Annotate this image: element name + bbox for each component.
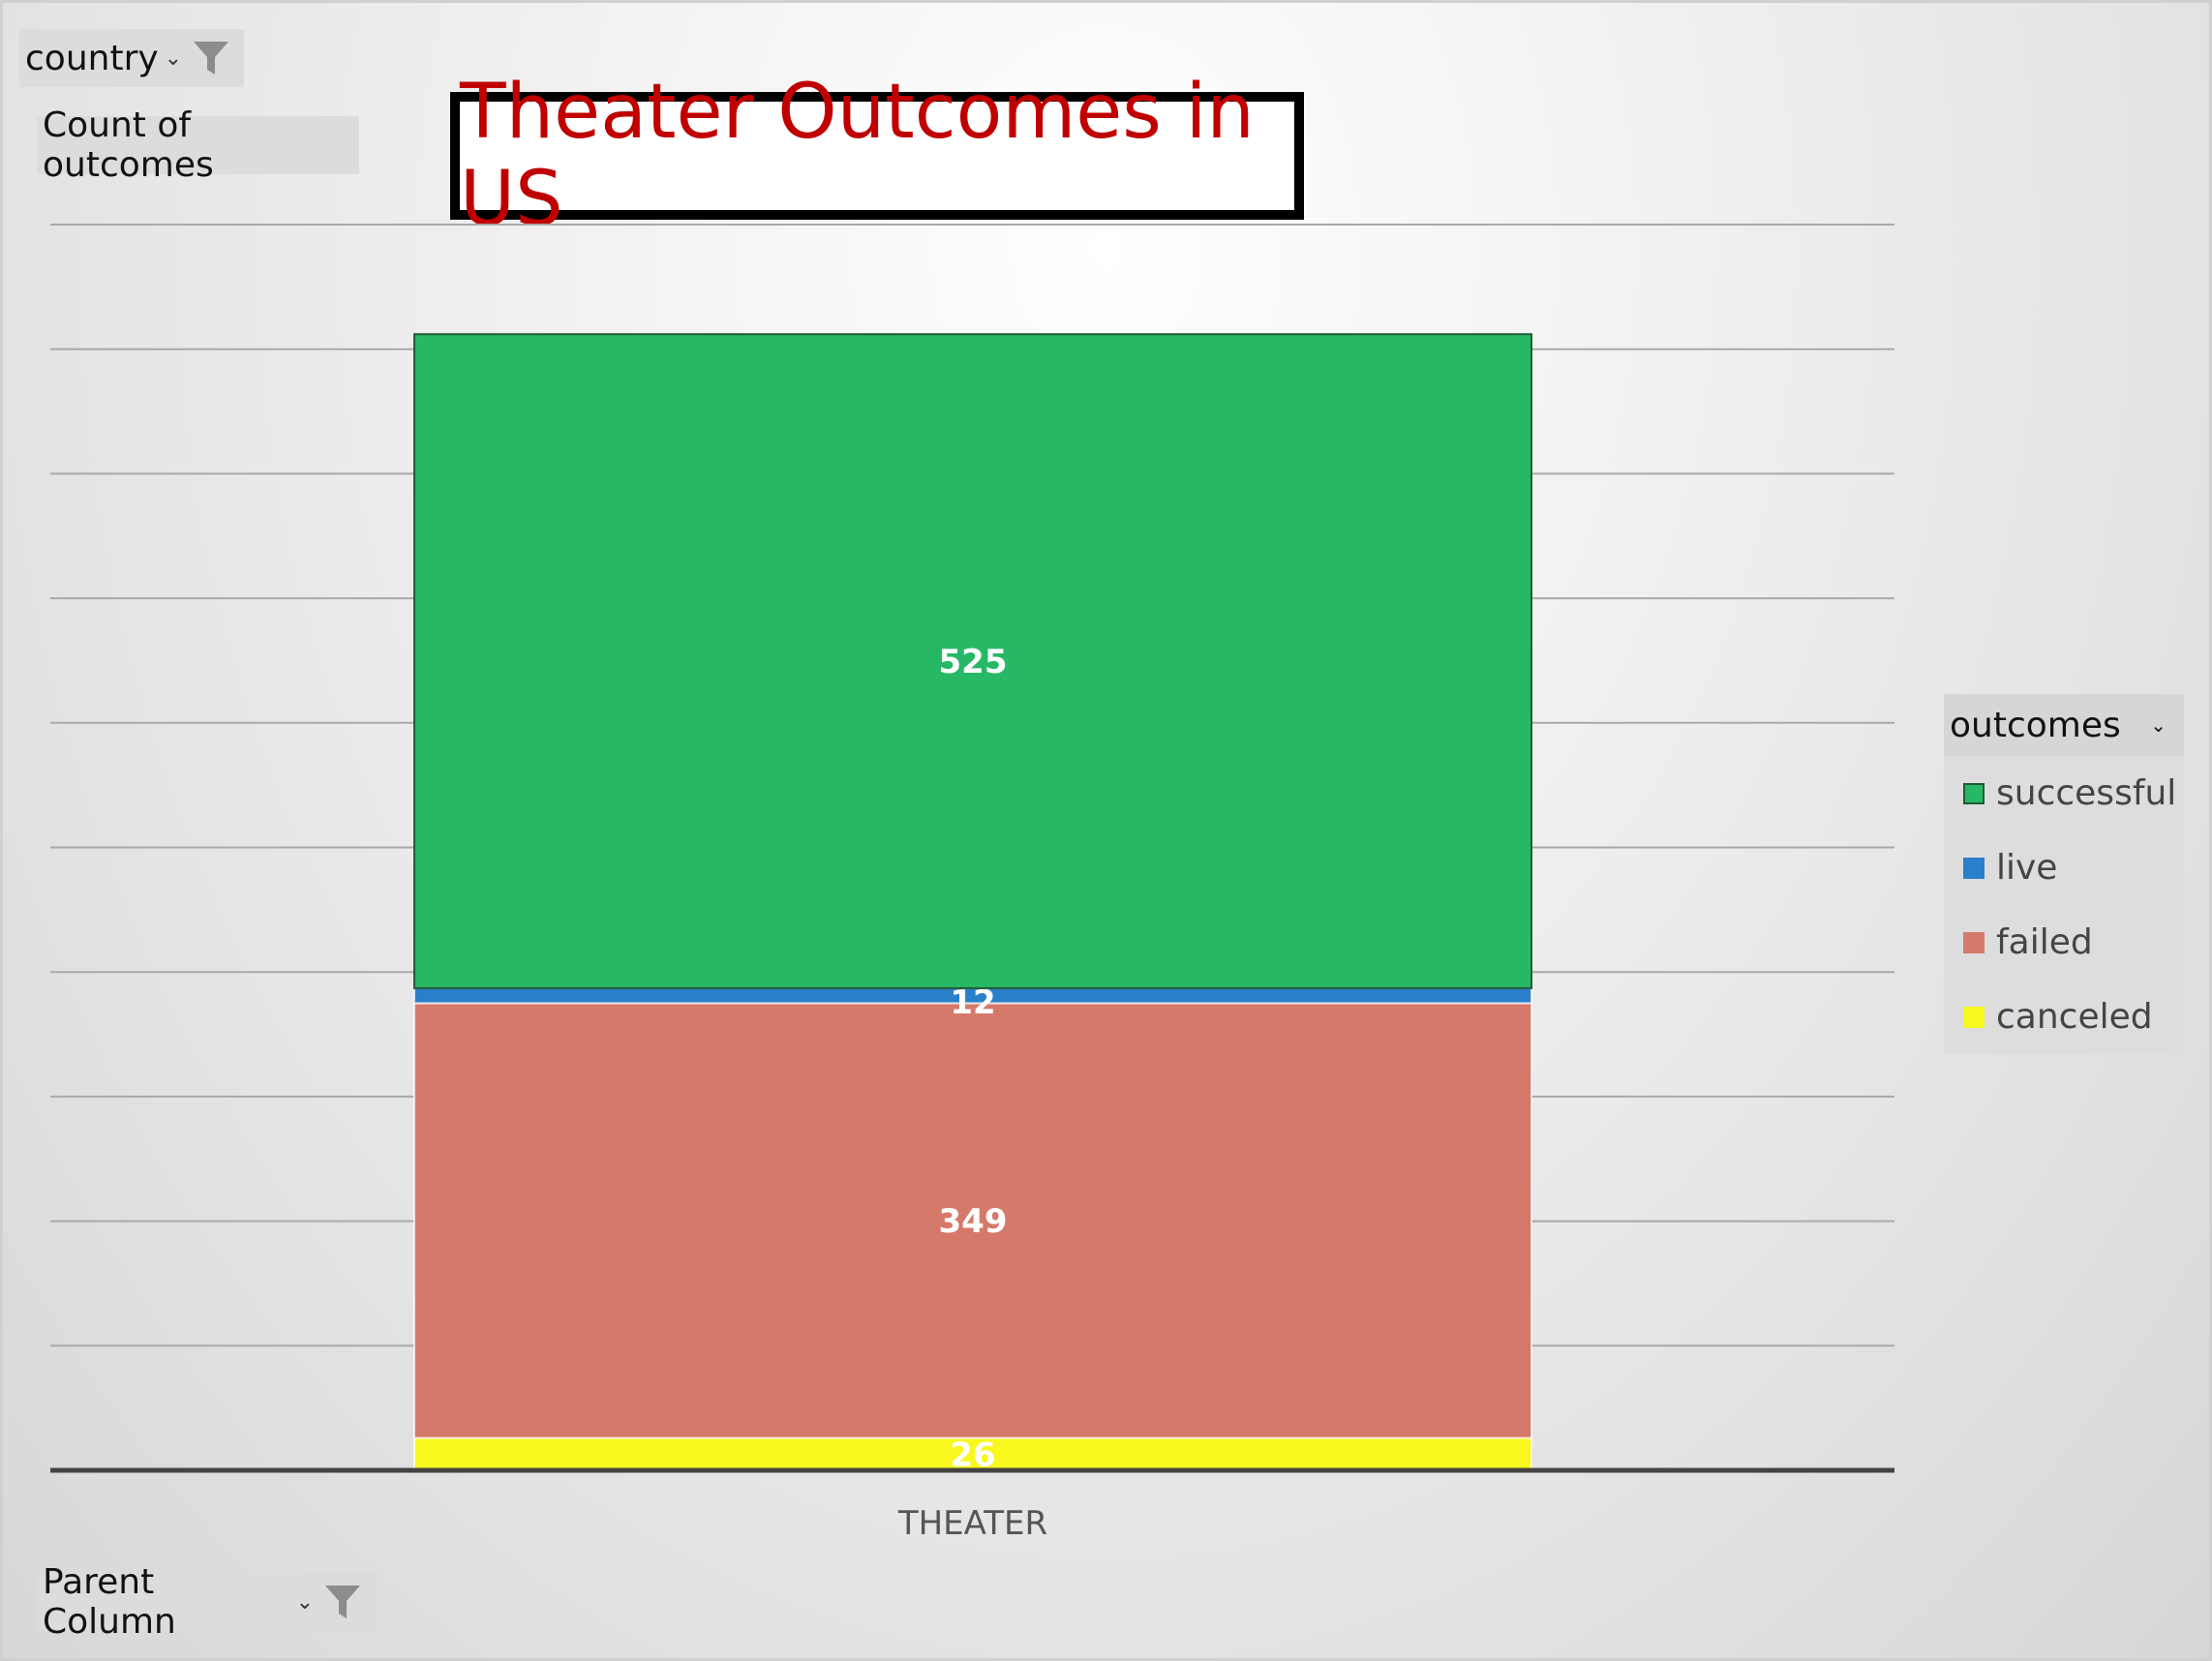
legend-swatch (1963, 857, 1985, 879)
bar-segment-successful[interactable] (413, 333, 1532, 989)
dropdown-arrow-icon: ⌄ (164, 45, 182, 71)
dropdown-arrow-icon: ⌄ (295, 1589, 314, 1615)
legend-swatch (1963, 931, 1985, 953)
legend-label: successful (1996, 773, 2177, 813)
legend-item-successful[interactable]: successful (1944, 756, 2184, 830)
legend-field-button[interactable]: outcomes ⌄ (1944, 694, 2184, 756)
legend-label: failed (1996, 922, 2093, 962)
filter-funnel-icon (323, 1583, 362, 1621)
legend-label: canceled (1996, 997, 2153, 1037)
chart-title-text: Theater Outcomes in US (460, 69, 1255, 243)
dropdown-arrow-icon: ⌄ (2150, 713, 2167, 737)
values-field-label: Count of outcomes (43, 106, 214, 185)
country-filter-button[interactable]: country ⌄ (19, 29, 244, 87)
legend-item-failed[interactable]: failed (1944, 905, 2184, 980)
x-tick-label: THEATER (897, 1504, 1047, 1543)
legend-field-label: outcomes (1950, 705, 2121, 745)
legend-item-canceled[interactable]: canceled (1944, 980, 2184, 1054)
legend-label: live (1996, 848, 2058, 888)
parent-column-label: Parent Column (43, 1562, 176, 1642)
legend-item-live[interactable]: live (1944, 830, 2184, 905)
parent-column-filter-button[interactable]: Parent Column ⌄ (37, 1562, 376, 1642)
data-label-live: 12 (950, 983, 995, 1022)
filter-funnel-icon (192, 39, 230, 77)
data-label-failed: 349 (939, 1202, 1008, 1241)
legend-swatch (1963, 1006, 1985, 1028)
chart-title: Theater Outcomes in US (450, 69, 1304, 243)
legend-swatch (1963, 782, 1985, 804)
values-field-button[interactable]: Count of outcomes (37, 106, 359, 185)
bar-segment-canceled[interactable] (413, 1436, 1532, 1471)
legend: outcomes ⌄ successful live failed canceled (1944, 694, 2184, 1054)
data-label-successful: 525 (939, 643, 1008, 681)
country-filter-label: country (25, 38, 159, 78)
